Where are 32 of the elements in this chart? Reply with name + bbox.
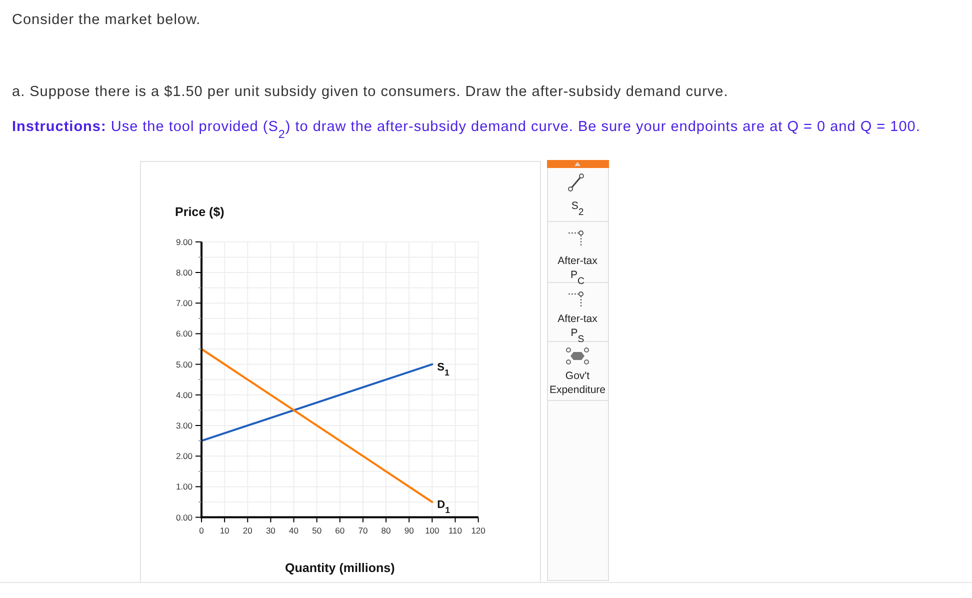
- y-axis-title: Price ($): [175, 205, 224, 219]
- x-tick-label: 40: [289, 525, 299, 536]
- x-tick-label: 70: [358, 525, 368, 536]
- y-tick-label: 8.00: [176, 267, 193, 278]
- x-tick-label: 50: [312, 525, 322, 536]
- y-tick-label: 1.00: [176, 482, 193, 492]
- x-tick-label: 20: [242, 525, 253, 536]
- y-tick-label: 6.00: [176, 328, 193, 339]
- y-tick-label: 5.00: [176, 359, 193, 370]
- text: a. Suppose there is a $1.50 per unit subsidy given to consumers. Draw the after-subsidy demand curve.: [12, 84, 728, 100]
- x-tick-label: 30: [266, 525, 276, 536]
- x-axis-title: Quantity (millions): [285, 561, 395, 575]
- y-tick-label: 4.00: [176, 390, 193, 400]
- x-tick-label: 10: [220, 525, 230, 536]
- text: Use the tool provided (S$_{2}$) to draw the after-subsidy demand curve. Be sure your endpoints are at Q = 0 and Q = 100.: [110, 119, 920, 140]
- x-tick-label: 120: [471, 525, 486, 536]
- y-tick-label: 9.00: [176, 236, 193, 247]
- text: Consider the market below.: [12, 12, 201, 28]
- text: Gov't Expenditure: [549, 370, 606, 396]
- series-label: D$_{1}$: [437, 499, 450, 515]
- x-tick-label: 60: [335, 525, 345, 536]
- series-label: S$_{1}$: [437, 361, 450, 378]
- y-tick-label: 0.00: [176, 512, 193, 522]
- text: Instructions:: [12, 119, 106, 135]
- y-tick-label: 2.00: [176, 451, 193, 462]
- x-tick-label: 0: [199, 525, 204, 536]
- x-tick-label: 90: [404, 525, 414, 536]
- x-tick-label: 100: [425, 525, 440, 536]
- x-tick-label: 80: [381, 525, 392, 536]
- y-tick-label: 3.00: [176, 420, 193, 430]
- x-tick-label: 110: [448, 525, 462, 536]
- y-tick-label: 7.00: [176, 298, 193, 308]
